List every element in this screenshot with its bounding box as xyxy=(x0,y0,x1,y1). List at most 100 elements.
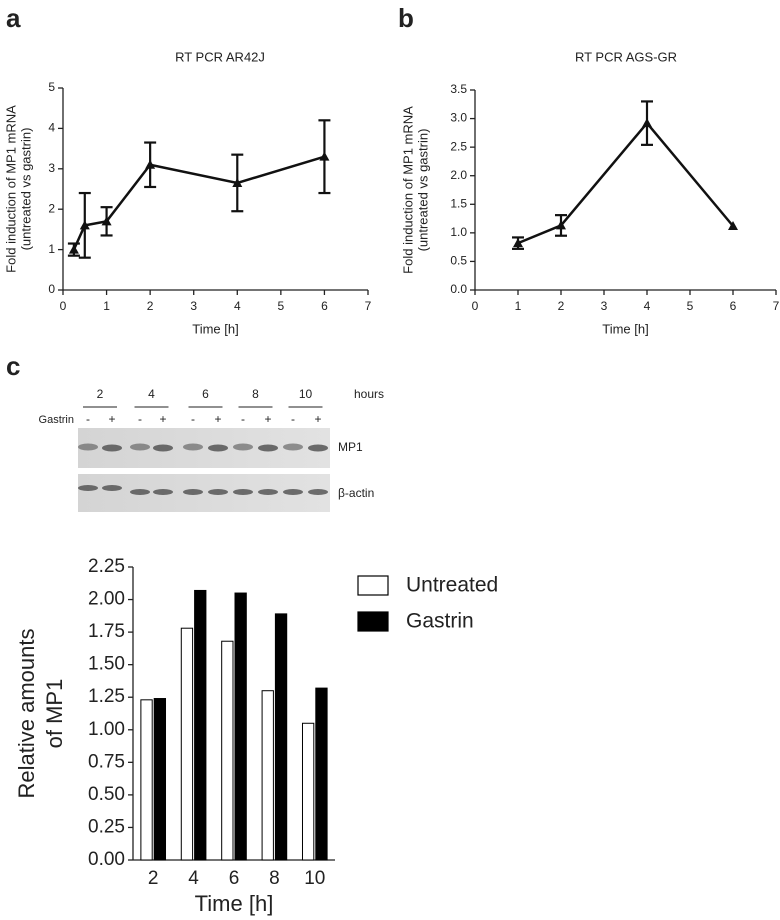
panel-label: b xyxy=(398,3,414,33)
blot-band xyxy=(233,443,253,451)
blot-hour: 2 xyxy=(97,387,104,401)
bar xyxy=(221,640,234,861)
x-tick-label: 0 xyxy=(472,299,479,313)
y-tick-label: 1.5 xyxy=(450,196,467,210)
x-tick-label: 6 xyxy=(730,299,737,313)
blot-hour: 6 xyxy=(202,387,209,401)
y-axis-label: Fold induction of MP1 mRNA xyxy=(3,105,18,273)
blot-band xyxy=(308,489,328,495)
x-tick-label: 2 xyxy=(147,299,154,313)
x-tick-label: 10 xyxy=(304,868,325,889)
blot-band xyxy=(283,443,303,451)
bar xyxy=(140,699,153,861)
chart-title: RT PCR AGS-GR xyxy=(575,49,677,64)
y-tick-label: 3 xyxy=(48,161,55,175)
blot-band xyxy=(130,489,150,495)
y-tick-label: 1.00 xyxy=(88,719,125,740)
blot-band xyxy=(78,443,98,451)
marker xyxy=(145,159,156,169)
blot-treatment-label: Gastrin xyxy=(39,414,74,426)
x-tick-label: 4 xyxy=(188,868,199,889)
blot-band xyxy=(130,443,150,451)
y-tick-label: 0.50 xyxy=(88,784,125,805)
y-tick-label: 2.5 xyxy=(450,139,467,153)
y-tick-label: 1.50 xyxy=(88,654,125,675)
blot-hour: 10 xyxy=(299,387,313,401)
y-tick-label: 2.00 xyxy=(88,589,125,610)
blot-band xyxy=(102,444,122,452)
y-tick-label: 3.5 xyxy=(450,82,467,96)
y-tick-label: 2.0 xyxy=(450,168,467,182)
y-tick-label: 0.5 xyxy=(450,254,467,268)
blot-lane-sign: + xyxy=(314,412,321,426)
y-tick-label: 0 xyxy=(48,282,55,296)
x-tick-label: 3 xyxy=(601,299,608,313)
bar xyxy=(274,613,288,861)
marker xyxy=(101,216,112,226)
legend-swatch xyxy=(357,611,389,632)
bar xyxy=(301,722,315,861)
blot-band xyxy=(183,489,203,495)
blot-lane-sign: - xyxy=(86,412,90,426)
marker xyxy=(642,118,652,128)
x-axis-label: Time [h] xyxy=(602,321,648,336)
marker xyxy=(68,244,79,254)
y-tick-label: 1.25 xyxy=(88,686,125,707)
y-axis-label: Relative amounts xyxy=(14,629,39,799)
y-tick-label: 0.75 xyxy=(88,751,125,772)
blot-band xyxy=(183,443,203,451)
y-tick-label: 1.75 xyxy=(88,621,125,642)
bar xyxy=(153,698,167,861)
y-tick-label: 3.0 xyxy=(450,111,467,125)
blot-lane-sign: - xyxy=(138,412,142,426)
y-tick-label: 1.0 xyxy=(450,225,467,239)
chart-title: RT PCR AR42J xyxy=(175,49,265,64)
line xyxy=(72,155,325,251)
y-tick-label: 2 xyxy=(48,201,55,215)
x-tick-label: 7 xyxy=(773,299,780,313)
legend-label: Untreated xyxy=(406,574,498,597)
blot-lane-sign: + xyxy=(108,412,115,426)
y-axis-label: (untreated vs gastrin) xyxy=(415,129,430,252)
x-tick-label: 3 xyxy=(190,299,197,313)
x-tick-label: 2 xyxy=(148,868,159,889)
blot-band xyxy=(153,489,173,495)
blot-hour: 8 xyxy=(252,387,259,401)
y-tick-label: 0.25 xyxy=(88,816,125,837)
marker xyxy=(232,177,243,187)
marker xyxy=(728,221,738,230)
marker xyxy=(556,220,566,230)
y-tick-label: 0.0 xyxy=(450,282,467,296)
bar xyxy=(234,592,247,861)
blot-band xyxy=(208,489,228,495)
x-tick-label: 4 xyxy=(644,299,651,313)
y-axis-label: Fold induction of MP1 mRNA xyxy=(400,106,415,274)
y-axis-label: (untreated vs gastrin) xyxy=(18,128,33,251)
bar xyxy=(261,690,274,861)
blot-lane-sign: - xyxy=(291,412,295,426)
blot-band xyxy=(283,489,303,495)
x-tick-label: 1 xyxy=(103,299,110,313)
blot-row-label: β-actin xyxy=(338,486,374,500)
x-tick-label: 5 xyxy=(278,299,285,313)
x-tick-label: 7 xyxy=(365,299,372,313)
blot-image xyxy=(78,428,330,512)
legend-swatch xyxy=(357,575,389,596)
marker xyxy=(513,238,523,248)
y-tick-label: 4 xyxy=(48,121,55,135)
x-tick-label: 5 xyxy=(687,299,694,313)
panel-label: a xyxy=(6,3,21,33)
line xyxy=(517,121,734,245)
bar xyxy=(180,627,194,861)
marker xyxy=(319,151,330,161)
blot-band xyxy=(258,444,278,452)
panel-label: c xyxy=(6,351,20,381)
x-tick-label: 4 xyxy=(234,299,241,313)
blot-hour: 4 xyxy=(148,387,155,401)
x-axis-label: Time [h] xyxy=(195,891,274,916)
x-tick-label: 6 xyxy=(229,868,240,889)
blot-hours-label: hours xyxy=(354,387,384,401)
blot-band xyxy=(308,444,328,452)
bar xyxy=(194,589,207,861)
blot-lane-sign: + xyxy=(159,412,166,426)
